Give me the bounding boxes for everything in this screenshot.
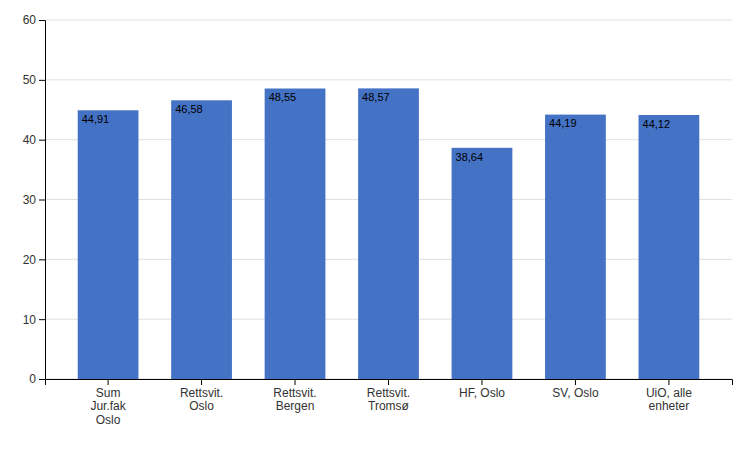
x-tick-mark <box>575 379 576 385</box>
x-tick-label-line: Tromsø <box>368 399 410 413</box>
grid-line <box>45 79 732 80</box>
x-tick: SumJur.fakOslo <box>90 379 126 427</box>
grid-line <box>45 20 732 21</box>
data-label: 44,12 <box>643 118 671 130</box>
y-tick-mark <box>39 200 45 201</box>
x-tick-label-line: Rettsvit. <box>273 386 316 400</box>
x-tick-label-line: Jur.fak <box>90 399 126 413</box>
grid <box>45 20 732 379</box>
x-tick-label: HF, Oslo <box>459 386 505 400</box>
data-label: 46,58 <box>175 103 203 115</box>
bar <box>171 100 232 379</box>
y-tick: 0 <box>29 372 45 386</box>
bar <box>358 88 419 379</box>
y-axis: 0 10 20 30 40 50 60 <box>23 13 46 386</box>
x-tick-label-line: SV, Oslo <box>552 386 599 400</box>
y-tick-mark <box>39 80 45 81</box>
x-tick-label: Rettsvit.Tromsø <box>367 386 410 414</box>
x-tick: Rettsvit.Oslo <box>180 379 223 413</box>
y-tick-mark <box>39 140 45 141</box>
y-tick-mark <box>39 379 45 380</box>
y-tick-label: 40 <box>23 133 37 147</box>
x-tick-mark <box>668 379 669 385</box>
x-tick-label-line: UiO, alle <box>646 386 692 400</box>
x-tick-label-line: HF, Oslo <box>459 386 505 400</box>
y-axis-line <box>39 21 46 380</box>
bar <box>545 115 606 379</box>
y-tick-mark <box>39 20 45 21</box>
x-tick-mark <box>201 379 202 385</box>
x-tick-label-line: enheter <box>649 399 690 413</box>
x-tick-label: SumJur.fakOslo <box>90 386 126 428</box>
data-label: 44,91 <box>82 113 110 125</box>
x-axis-line <box>46 380 733 386</box>
y-tick-mark <box>39 259 45 260</box>
y-tick-label: 50 <box>23 73 37 87</box>
y-tick-label: 60 <box>23 13 37 27</box>
bars <box>78 88 700 379</box>
y-tick: 40 <box>23 133 45 147</box>
data-labels: 44,91 46,58 48,55 48,57 38,64 44,19 44,12 <box>82 91 670 162</box>
y-tick-label: 30 <box>23 193 37 207</box>
y-tick: 30 <box>23 193 45 207</box>
x-tick-mark <box>108 379 109 385</box>
x-tick: UiO, alleenheter <box>646 379 692 413</box>
bar <box>265 89 326 379</box>
bar <box>452 148 513 379</box>
x-tick-mark <box>295 379 296 385</box>
x-axis: SumJur.fakOsloRettsvit.OsloRettsvit.Berg… <box>46 379 733 427</box>
plot: 0102030405060SumJur.fakOsloRettsvit.Oslo… <box>23 13 733 427</box>
y-tick: 20 <box>23 253 45 267</box>
x-tick-label-line: Rettsvit. <box>180 386 223 400</box>
x-tick: SV, Oslo <box>552 379 599 400</box>
x-tick-label: Rettsvit.Oslo <box>180 386 223 414</box>
x-tick-label: UiO, alleenheter <box>646 386 692 414</box>
data-label: 48,55 <box>269 91 297 103</box>
x-tick-label-line: Rettsvit. <box>367 386 410 400</box>
x-tick-label-line: Bergen <box>276 399 315 413</box>
y-tick: 50 <box>23 73 45 87</box>
y-tick-label: 10 <box>23 313 37 327</box>
data-label: 48,57 <box>362 91 390 103</box>
bar <box>78 110 139 379</box>
y-tick-label: 20 <box>23 253 37 267</box>
data-label: 38,64 <box>456 151 484 163</box>
x-tick: HF, Oslo <box>459 379 505 400</box>
x-tick-label-line: Oslo <box>189 399 214 413</box>
x-tick-label-line: Sum <box>96 386 121 400</box>
y-tick: 10 <box>23 313 45 327</box>
x-tick: Rettsvit.Bergen <box>273 379 316 413</box>
x-tick-label-line: Oslo <box>96 413 121 427</box>
x-tick-mark <box>481 379 482 385</box>
y-tick-mark <box>39 319 45 320</box>
x-tick-mark <box>388 379 389 385</box>
y-tick: 60 <box>23 13 45 27</box>
y-tick-label: 0 <box>29 372 36 386</box>
x-tick-label: SV, Oslo <box>552 386 599 400</box>
x-tick-label: Rettsvit.Bergen <box>273 386 316 414</box>
x-tick: Rettsvit.Tromsø <box>367 379 410 413</box>
bar <box>639 115 700 379</box>
chart: 0102030405060SumJur.fakOsloRettsvit.Oslo… <box>0 0 752 451</box>
data-label: 44,19 <box>549 117 577 129</box>
